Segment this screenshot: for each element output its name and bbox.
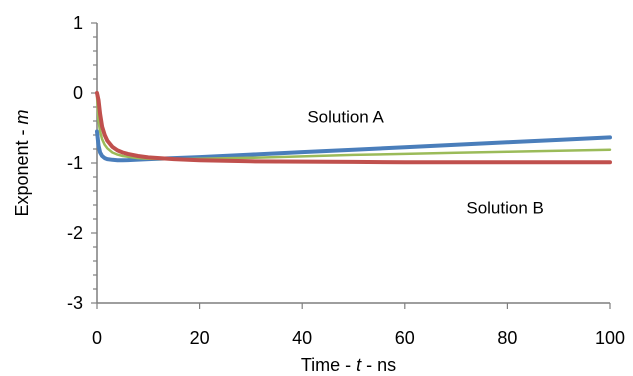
y-ticks: -3 -2 -1 0 1 [67,13,97,313]
x-tick-label: 0 [92,328,102,348]
x-axis-title-variable: t [356,355,362,375]
y-tick-label: -2 [67,223,83,243]
y-tick-label: -1 [67,153,83,173]
x-axis-title-suffix: - ns [361,355,396,375]
x-ticks: 0 20 40 60 80 100 [92,303,625,348]
y-tick-label: 1 [73,13,83,33]
x-axis-title-prefix: Time - [301,355,356,375]
y-tick-label: -3 [67,293,83,313]
annotation-solution-b: Solution B [466,198,544,217]
x-tick-label: 40 [292,328,312,348]
y-axis-title-variable: m [12,109,32,124]
x-tick-label: 20 [190,328,210,348]
x-tick-label: 100 [595,328,625,348]
y-axis-title: Exponent - m [12,109,32,216]
y-axis-title-prefix: Exponent - [12,124,32,216]
x-tick-label: 60 [395,328,415,348]
annotation-solution-a: Solution A [307,107,384,126]
series-line-3 [95,91,612,165]
series-group [95,91,612,165]
x-tick-label: 80 [497,328,517,348]
y-tick-label: 0 [73,83,83,103]
x-axis-title: Time - t - ns [301,355,396,375]
